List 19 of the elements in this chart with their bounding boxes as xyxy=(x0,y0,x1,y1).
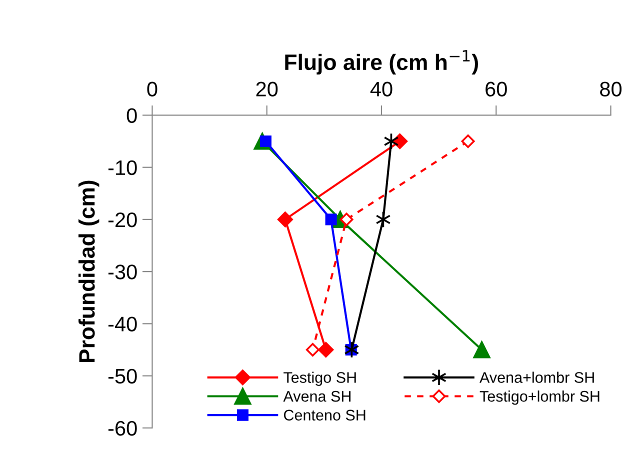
legend-label: Centeno SH xyxy=(284,410,366,421)
y-tick-label: -60 xyxy=(108,420,137,436)
legend-label: Avena SH xyxy=(283,390,350,402)
legend-label: Testigo+lombr SH xyxy=(480,390,600,405)
legend-label: Avena+lombr SH xyxy=(480,372,594,383)
x-tick-label: 0 xyxy=(147,82,158,96)
y-tick-label: -30 xyxy=(108,264,137,280)
x-axis-title: Flujo aire (cm h$^{−1}$) xyxy=(285,50,478,75)
y-tick-label: -50 xyxy=(108,368,137,384)
x-tick-label: 20 xyxy=(256,82,278,96)
x-tick-label: 80 xyxy=(600,82,622,96)
y-tick-label: -40 xyxy=(108,316,137,332)
y-tick-label: 0 xyxy=(126,108,137,123)
x-tick-label: 40 xyxy=(370,82,392,96)
x-tick-label: 60 xyxy=(486,82,507,96)
y-tick-label: -20 xyxy=(108,212,137,228)
y-tick-label: -10 xyxy=(108,160,137,176)
y-axis-title: Profundidad (cm) xyxy=(78,180,100,362)
legend-label: Testigo SH xyxy=(284,372,356,386)
